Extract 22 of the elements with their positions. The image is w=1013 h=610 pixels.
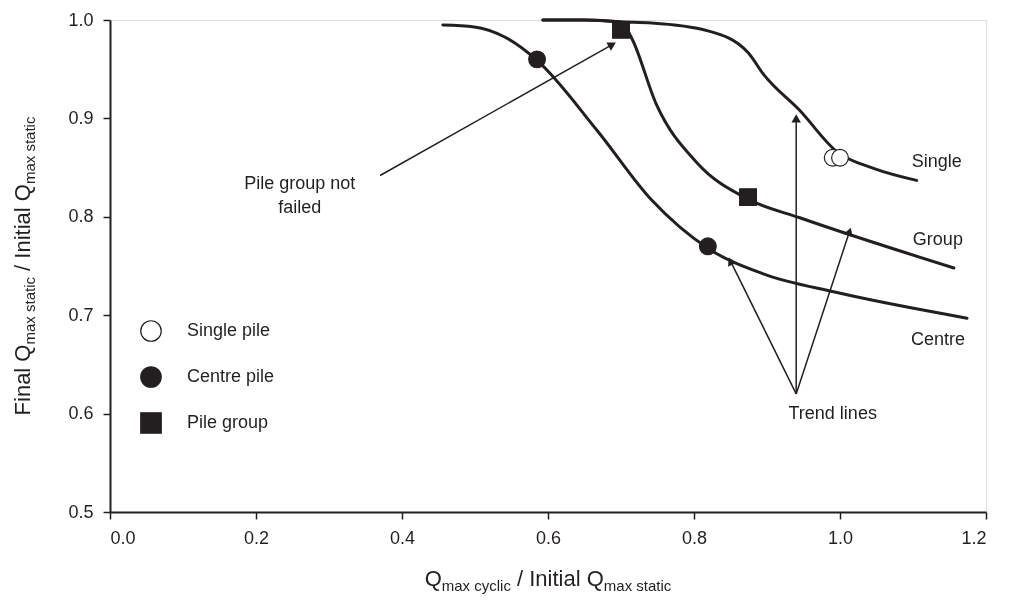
y-tick-label: 0.7 [68,304,94,325]
legend-label: Pile group [187,412,269,432]
x-tick-label: 0.0 [110,527,136,548]
series-label: Single [911,151,962,172]
y-tick-label: 0.9 [68,107,94,128]
y-axis-title: Final Qmax static / Initial Qmax static [10,116,38,416]
series-label: Group [912,228,963,249]
series-label: Centre [911,329,966,350]
x-tick-label: 0.8 [681,527,708,548]
annotation: Trend lines [788,402,877,423]
y-tick-label: 0.6 [68,403,94,424]
annotation: Pile group not failed [244,173,356,218]
x-tick-label: 1.2 [961,527,987,548]
x-tick-label: 1.0 [827,527,854,548]
y-tick-label: 0.8 [68,206,94,227]
legend-label: Single pile [187,320,271,340]
y-tick-label: 0.5 [68,501,94,522]
x-tick-label: 0.6 [535,527,562,548]
legend-label: Centre pile [187,366,275,386]
x-tick-label: 0.4 [389,527,416,548]
y-tick-label: 1.0 [68,9,94,30]
x-tick-label: 0.2 [243,527,270,548]
